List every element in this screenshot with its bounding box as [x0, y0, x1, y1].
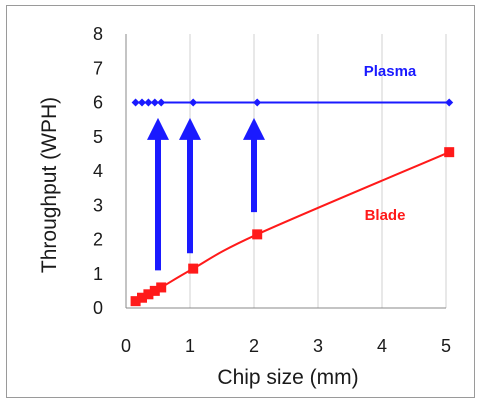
data-point-plasma: [150, 98, 159, 107]
x-tick-label: 2: [249, 336, 259, 356]
data-point-plasma: [138, 98, 146, 107]
data-point-plasma: [157, 98, 166, 107]
data-point-plasma: [253, 98, 262, 107]
data-point-blade: [143, 289, 154, 300]
data-point-plasma: [445, 98, 454, 107]
chart-frame: [6, 5, 475, 398]
y-tick-label: 8: [93, 24, 103, 44]
data-point-blade: [444, 147, 455, 158]
arrow-head: [147, 117, 169, 140]
x-tick-label: 1: [185, 336, 195, 356]
y-axis-title: Throughput (WPH): [38, 97, 61, 273]
data-point-plasma: [131, 98, 140, 107]
data-point-blade: [156, 282, 167, 293]
y-tick-label: 0: [93, 298, 103, 318]
y-tick-label: 2: [93, 230, 103, 250]
arrow-head: [243, 117, 265, 140]
arrow-layer: [147, 117, 265, 271]
axis-layer: 0 1 2 3 4 5 0 1 2 3 4 5 6 7 8: [93, 24, 451, 356]
data-point-blade: [188, 263, 199, 274]
y-tick-label: 3: [93, 195, 103, 215]
data-point-blade: [149, 285, 160, 296]
series-layer: [130, 98, 455, 307]
y-tick-label: 1: [93, 264, 103, 284]
series-blade: [130, 147, 455, 307]
label-layer: Chip size (mm) Throughput (WPH) Plasma B…: [38, 63, 417, 389]
x-axis-title: Chip size (mm): [217, 366, 358, 389]
x-tick-label: 0: [121, 336, 131, 356]
data-point-plasma: [189, 98, 198, 107]
y-tick-label: 4: [93, 161, 103, 181]
x-tick-label: 3: [313, 336, 323, 356]
series-label-blade: Blade: [365, 207, 406, 224]
data-point-blade: [130, 296, 141, 307]
data-point-blade: [137, 292, 147, 303]
x-tick-label: 4: [377, 336, 387, 356]
series-plasma: [131, 98, 454, 107]
series-label-plasma: Plasma: [364, 63, 417, 80]
data-point-plasma: [144, 98, 153, 107]
data-point-blade: [252, 229, 263, 240]
x-tick-label: 5: [441, 336, 451, 356]
y-tick-label: 6: [93, 93, 103, 113]
y-tick-label: 7: [93, 58, 103, 78]
arrow-head: [179, 117, 201, 140]
y-tick-label: 5: [93, 127, 103, 147]
series-line-blade: [135, 151, 450, 303]
